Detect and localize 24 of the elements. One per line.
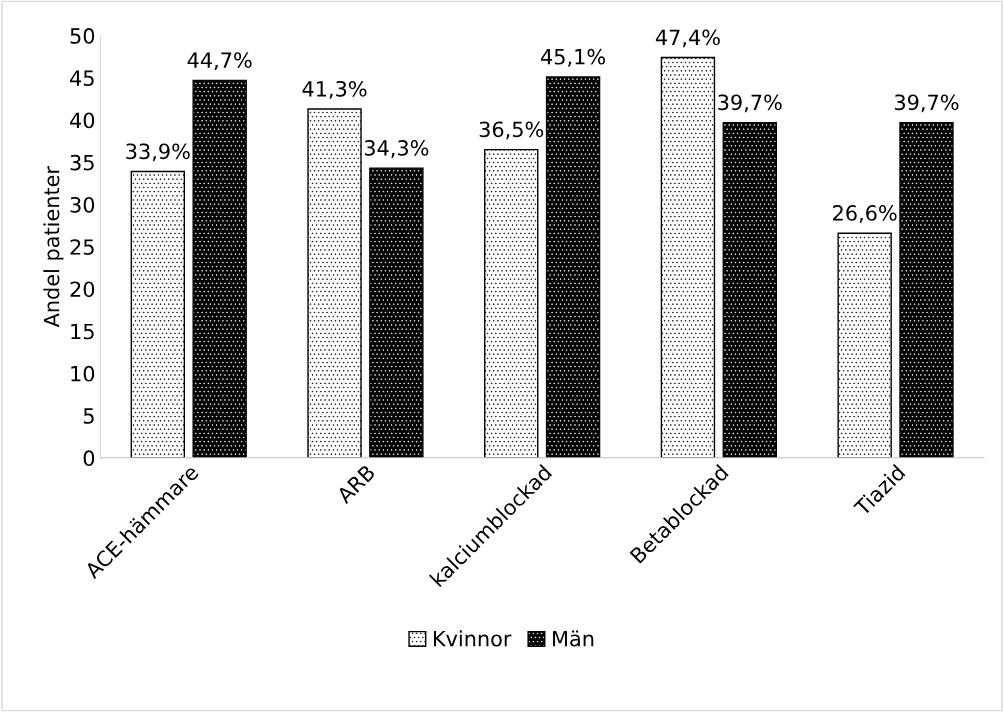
y-tick-label: 30 (70, 196, 95, 213)
y-tick-label: 45 (70, 70, 94, 87)
y-tick-label: 10 (71, 365, 95, 382)
y-tick-label: 40 (70, 112, 95, 129)
data-label: 39,7% (894, 94, 959, 113)
y-tick-label: 50 (70, 28, 95, 44)
y-tick-label: 25 (70, 239, 94, 255)
data-label: 34,3% (364, 140, 429, 158)
y-tick-label: 20 (70, 281, 95, 298)
y-axis-title: Andel patienter (43, 166, 64, 328)
y-tick-label: 35 (70, 154, 94, 171)
data-label: 47,4% (655, 29, 720, 48)
data-label: 26,6% (833, 205, 897, 223)
data-label: 39,7% (718, 94, 782, 113)
y-tick-label: 15 (71, 323, 94, 340)
y-tick-label: 5 (83, 408, 94, 424)
data-label: 44,7% (187, 52, 252, 71)
legend-label: Män (553, 630, 594, 647)
y-tick-label: 0 (83, 450, 95, 467)
data-label: 45,1% (541, 48, 606, 67)
data-label: 41,3% (302, 80, 367, 99)
data-label: 33,9% (126, 143, 190, 162)
data-label: 36,5% (479, 121, 544, 140)
legend-label: Kvinnor (433, 630, 512, 647)
